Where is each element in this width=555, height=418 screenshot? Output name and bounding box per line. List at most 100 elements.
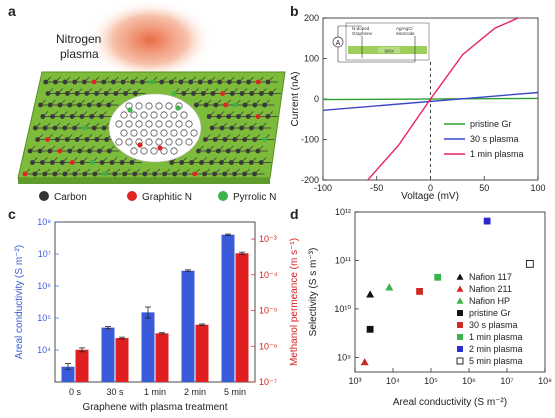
lattice-atom xyxy=(52,79,58,85)
lattice-atom xyxy=(37,148,43,154)
pore-ring xyxy=(165,120,173,128)
lattice-atom xyxy=(102,171,108,177)
lattice-atom xyxy=(84,91,90,96)
graphene-lattice xyxy=(22,76,282,177)
ytick-label-b: 100 xyxy=(304,54,319,64)
lattice-atom xyxy=(219,125,225,131)
lattice-atom xyxy=(27,148,33,154)
lattice-atom xyxy=(89,114,95,119)
lattice-atom xyxy=(255,114,261,119)
lattice-atom xyxy=(206,114,212,119)
lattice-atom xyxy=(189,160,195,165)
lattice-atom xyxy=(236,114,241,119)
lattice-atom xyxy=(222,171,228,177)
plot-frame-c xyxy=(54,221,256,383)
ytick-left-label-c: 10⁸ xyxy=(37,217,51,227)
ytick-label-b: 0 xyxy=(314,94,319,104)
legend-marker-d-5 xyxy=(457,334,463,340)
lattice-atom xyxy=(169,160,175,165)
pore-ring xyxy=(120,129,128,137)
xtick-label-d: 10⁶ xyxy=(462,376,476,386)
pore-lattice xyxy=(115,102,198,155)
lattice-atom xyxy=(49,160,55,165)
panel-d: d 10³ 10⁴ 10⁵ 10⁶ 10⁷ 10⁸ 10⁹ 10¹⁰ 10¹¹ 10¹² Nafi… xyxy=(290,206,552,408)
xlabel-b: Voltage (mV) xyxy=(401,191,459,202)
conductivity-bar xyxy=(221,234,235,382)
lattice-atom xyxy=(252,171,257,177)
permeance-bar xyxy=(75,349,89,382)
ytick-right-label-c: 10⁻⁷ xyxy=(259,377,277,387)
legend-b: pristine Gr 30 s plasma 1 min plasma xyxy=(444,119,524,159)
lattice-atom xyxy=(262,137,267,142)
legend-label-b-1: 30 s plasma xyxy=(470,134,519,144)
data-point-7 xyxy=(526,260,534,268)
xtick-label-b: 0 xyxy=(428,183,433,193)
lattice-atom xyxy=(64,137,70,142)
lattice-atom xyxy=(182,171,188,177)
permeance-bar xyxy=(195,324,209,382)
lattice-atom xyxy=(30,160,35,165)
pore-ring xyxy=(125,120,133,128)
lattice-atom xyxy=(119,160,125,165)
lattice-atom xyxy=(159,79,165,85)
lattice-atom xyxy=(248,160,254,165)
legend-label-d-7: 5 min plasma xyxy=(469,356,523,366)
graphene-pore xyxy=(108,93,202,163)
legend-label-d-4: 30 s plasma xyxy=(469,320,518,330)
ytick-label-d: 10¹¹ xyxy=(335,255,351,265)
lattice-atom xyxy=(59,160,65,165)
lattice-atom xyxy=(265,79,271,85)
lattice-atom xyxy=(64,91,70,96)
pore-ring xyxy=(150,111,158,119)
xtick-label-c: 30 s xyxy=(106,387,124,397)
lattice-atom xyxy=(123,91,128,96)
lattice-atom xyxy=(69,114,75,119)
lattice-atom xyxy=(132,171,138,177)
xtick-label-d: 10⁸ xyxy=(538,376,552,386)
lattice-atom xyxy=(178,79,184,85)
data-point-4 xyxy=(416,288,423,295)
ytick-label-b: -200 xyxy=(301,175,319,185)
lattice-atom xyxy=(210,91,216,96)
plasma-label-line1: Nitrogen xyxy=(56,32,101,46)
legend-carbon: Carbon xyxy=(54,192,87,203)
data-point-3 xyxy=(366,325,374,333)
legend-label-d-6: 2 min plasma xyxy=(469,344,523,354)
panel-c: c 10⁴ 10⁵ 10⁶ 10⁷ 10⁸ 10⁻⁷ 10⁻⁶ 10⁻⁵ 10⁻⁴ 10⁻³ 0 … xyxy=(8,206,300,413)
pore-ring xyxy=(145,102,153,110)
lattice-atom xyxy=(226,79,232,85)
iv-curves xyxy=(323,18,538,180)
ammeter-icon xyxy=(332,36,344,48)
pore-ring xyxy=(160,147,168,155)
xtick-label-b: -100 xyxy=(314,183,332,193)
lattice-atom xyxy=(109,160,115,165)
lattice-atom xyxy=(81,79,87,85)
panel-letter-a: a xyxy=(8,3,16,19)
ytick-right-label-c: 10⁻⁶ xyxy=(259,341,278,351)
lattice-atom xyxy=(99,114,104,119)
lattice-atom xyxy=(226,114,232,119)
lattice-atom xyxy=(113,91,119,96)
lattice-atom xyxy=(99,160,105,165)
lattice-atom xyxy=(139,79,145,85)
lattice-atom xyxy=(77,102,82,108)
ytick-right-label-c: 10⁻⁵ xyxy=(259,306,278,316)
lattice-atom xyxy=(205,148,211,154)
lattice-atom xyxy=(32,171,38,177)
measurement-inset: SiNx N-doped Graphene Ag/AgCl electrode … xyxy=(332,22,430,63)
lattice-atom xyxy=(47,102,53,108)
lattice-atom xyxy=(171,91,177,96)
panel-letter-d: d xyxy=(290,206,299,222)
lattice-atom xyxy=(74,137,80,142)
lattice-atom xyxy=(52,171,58,177)
lattice-atom xyxy=(77,148,83,154)
lattice-atom xyxy=(57,102,63,108)
carbon-atom-icon xyxy=(39,191,49,201)
pore-ring xyxy=(115,120,123,128)
data-point-1 xyxy=(360,358,369,366)
lattice-atom xyxy=(84,137,90,142)
xtick-label-d: 10⁵ xyxy=(424,376,438,386)
pore-ring xyxy=(160,111,168,119)
legend-marker-d-0 xyxy=(456,273,464,280)
lattice-atom xyxy=(45,137,50,142)
